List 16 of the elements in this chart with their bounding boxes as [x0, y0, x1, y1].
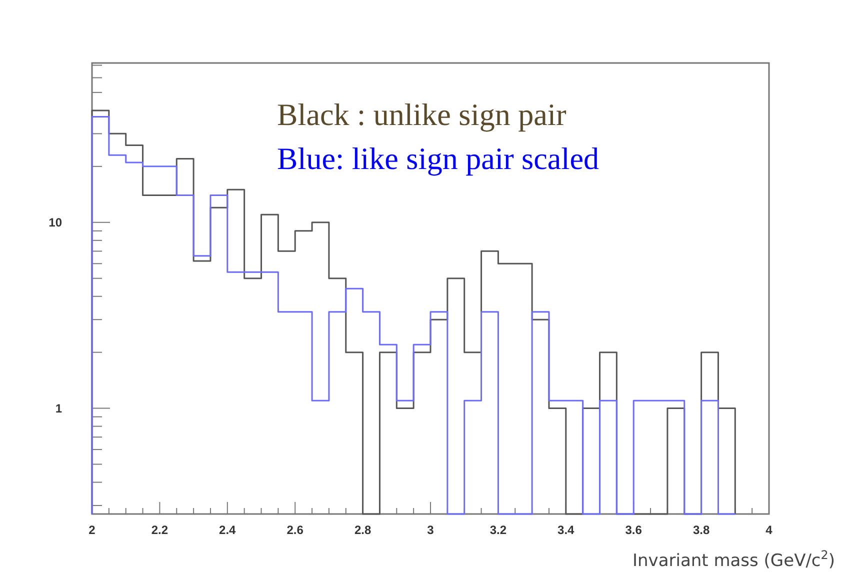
x-tick-label: 2.4 [219, 523, 236, 537]
x-tick-label: 3 [427, 523, 434, 537]
x-tick-label: 2 [88, 523, 96, 537]
annotation: Blue: like sign pair scaled [277, 141, 600, 176]
x-tick-label: 2.8 [354, 523, 372, 537]
x-tick-label: 4 [766, 523, 773, 537]
annotation: Black : unlike sign pair [277, 97, 567, 132]
x-tick-label: 2.2 [151, 523, 168, 537]
y-tick-label: 10 [48, 215, 62, 230]
x-tick-label: 3.2 [490, 523, 507, 537]
x-tick-label: 3.4 [558, 523, 575, 537]
x-tick-label: 2.6 [286, 523, 304, 537]
x-tick-label: 3.6 [625, 523, 642, 537]
x-axis-title: Invariant mass (GeV/c$^{2}$) [632, 548, 835, 571]
y-tick-label: 1 [55, 401, 62, 416]
x-tick-label: 3.8 [692, 523, 710, 537]
